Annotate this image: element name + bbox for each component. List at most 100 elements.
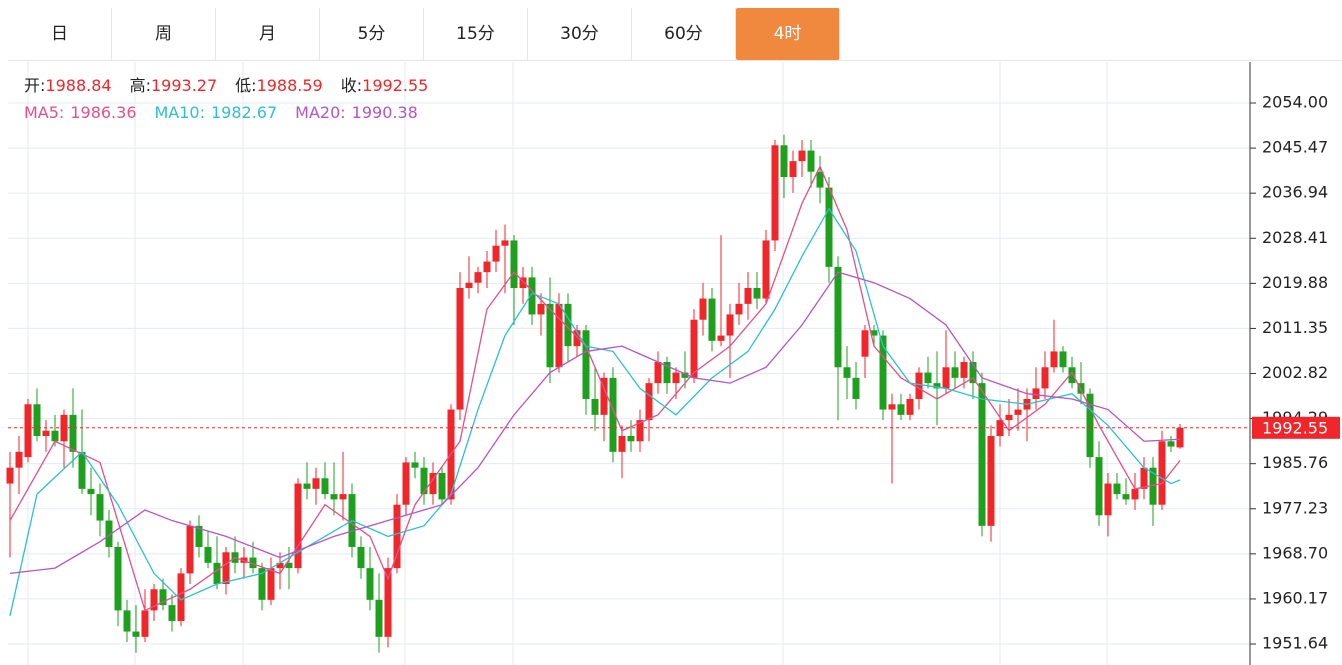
candle-body xyxy=(42,430,50,436)
candle-body xyxy=(294,483,302,569)
candle-body xyxy=(285,562,293,569)
candle-body xyxy=(969,361,977,384)
candle-body xyxy=(1077,383,1085,394)
candle-body xyxy=(1176,427,1184,448)
candle-body xyxy=(591,398,599,415)
candle-body xyxy=(528,277,536,315)
candle-body xyxy=(1167,441,1175,447)
tab[interactable]: 60分 xyxy=(632,8,736,60)
tab[interactable]: 日 xyxy=(8,8,112,60)
candle-body xyxy=(897,404,905,415)
candle-body xyxy=(249,557,257,569)
tab[interactable]: 5分 xyxy=(320,8,424,60)
tabs: 日周月 5分 15分 30分 60分 4时 xyxy=(8,8,840,60)
candle-body xyxy=(816,171,824,188)
candle-body xyxy=(627,435,635,442)
candle-body xyxy=(663,361,671,384)
tab[interactable]: 15分 xyxy=(424,8,528,60)
candle-body xyxy=(834,266,842,368)
candle-body xyxy=(753,287,761,299)
candle-body xyxy=(303,483,311,489)
y-tick-label: 2028.41 xyxy=(1262,228,1328,247)
candle-body xyxy=(114,546,122,611)
candle-body xyxy=(321,478,329,495)
candle-body xyxy=(771,145,779,241)
info-label: 高: xyxy=(130,76,151,95)
candle-body xyxy=(15,451,23,468)
candle-body xyxy=(105,520,113,547)
candle-body xyxy=(429,472,437,495)
candle-body xyxy=(888,404,896,410)
y-tick-label: 1951.64 xyxy=(1262,634,1328,653)
tab[interactable]: 4时 xyxy=(736,8,840,60)
info-label: 低: xyxy=(235,76,256,95)
candle-body xyxy=(654,361,662,384)
candle-body xyxy=(411,462,419,468)
candle-body xyxy=(357,546,365,569)
candle-body xyxy=(1005,414,1013,421)
price-label: 1992.55 xyxy=(1262,418,1328,437)
candle-body xyxy=(618,435,626,452)
info-value: 1993.27 xyxy=(151,76,217,95)
candle-body xyxy=(78,451,86,489)
candle-body xyxy=(501,240,509,246)
tab[interactable]: 月 xyxy=(216,8,320,60)
tab[interactable]: 30分 xyxy=(528,8,632,60)
info-label: 开: xyxy=(24,76,45,95)
candle-body xyxy=(987,435,995,526)
info-value: 1992.55 xyxy=(362,76,428,95)
candle-body xyxy=(951,367,959,378)
y-tick-label: 1960.17 xyxy=(1262,588,1328,607)
candle-body xyxy=(168,605,176,621)
ma-line xyxy=(9,164,1181,612)
candle-body xyxy=(672,372,680,384)
candle-body xyxy=(51,430,59,442)
candle-body xyxy=(807,150,815,172)
candle-body xyxy=(708,298,716,341)
candle-body xyxy=(384,568,392,637)
candle-body xyxy=(564,303,572,347)
candle-body xyxy=(1050,351,1058,368)
candle-body xyxy=(159,589,167,606)
candle-body xyxy=(483,261,491,273)
candle-body xyxy=(375,599,383,637)
ma-legend: MA5: 1986.36 MA10: 1982.67 MA20: 1990.38 xyxy=(24,103,418,122)
candle-body xyxy=(942,367,950,389)
candle-body xyxy=(1059,351,1067,368)
candle-body xyxy=(96,494,104,521)
candle-body xyxy=(150,589,158,611)
candle-body xyxy=(933,383,941,389)
candle-body xyxy=(1032,388,1040,399)
candle-body xyxy=(195,525,203,547)
candle-body xyxy=(1014,409,1022,415)
candle-body xyxy=(33,404,41,436)
tab[interactable]: 周 xyxy=(112,8,216,60)
candle-body xyxy=(186,525,194,574)
candle-body xyxy=(1041,367,1049,389)
candle-body xyxy=(789,161,797,178)
ma-name: MA20: xyxy=(295,103,346,122)
candle-body xyxy=(582,330,590,399)
ma-name: MA5: xyxy=(24,103,64,122)
ma-line xyxy=(9,271,1181,575)
candle-body xyxy=(366,568,374,600)
candle-body xyxy=(330,494,338,500)
candle-body xyxy=(177,573,185,621)
candle-body xyxy=(906,398,914,415)
candle-body xyxy=(402,462,410,505)
candle-body xyxy=(123,610,131,632)
candle-body xyxy=(978,383,986,526)
ma-name: MA10: xyxy=(155,103,206,122)
candle-body xyxy=(1158,441,1166,505)
candle-body xyxy=(609,377,617,452)
candle-body xyxy=(573,330,581,347)
candle-body xyxy=(510,240,518,288)
info-value: 1988.59 xyxy=(257,76,323,95)
candle-body xyxy=(645,383,653,421)
y-tick-label: 2019.88 xyxy=(1262,273,1328,292)
y-tick-label: 1968.70 xyxy=(1262,543,1328,562)
y-tick-label: 1977.23 xyxy=(1262,498,1328,517)
info-label: 收: xyxy=(341,76,362,95)
candle-body xyxy=(780,145,788,178)
